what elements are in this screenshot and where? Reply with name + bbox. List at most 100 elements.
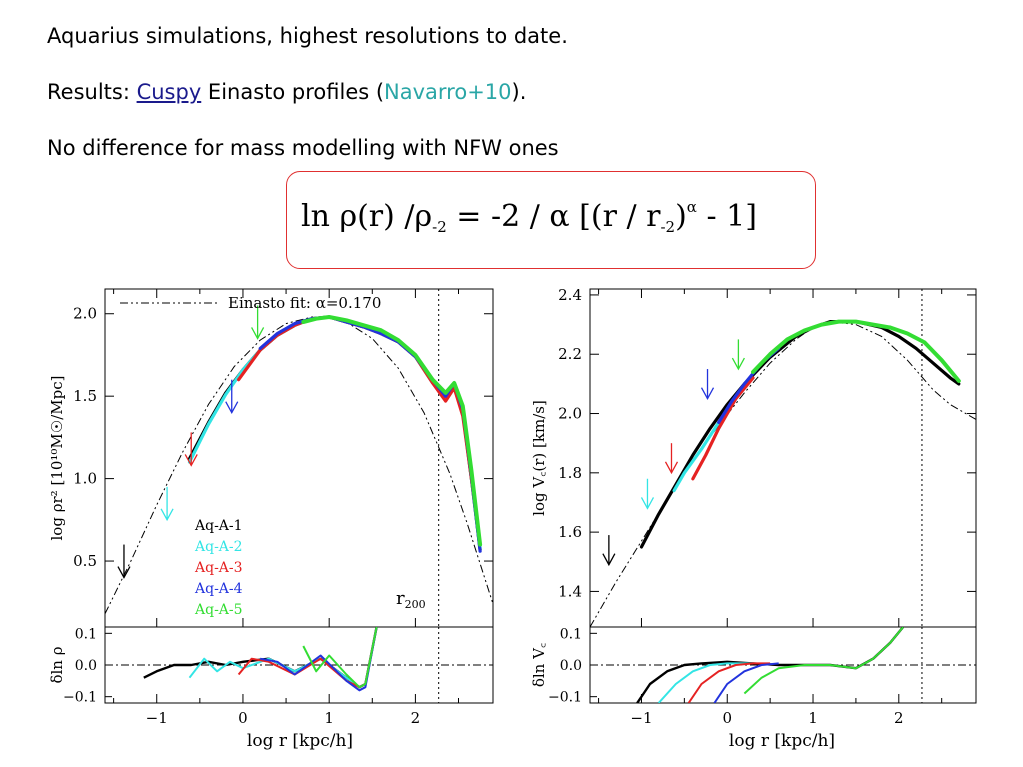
velocity-chart: 1.4 1.6 1.8 2.0 2.2 2.4 −0.1 0.0 0.1 −1 0 1 2 log r… bbox=[530, 286, 977, 751]
results-label: Results: bbox=[47, 80, 137, 104]
density-series-aq-a-3 bbox=[237, 315, 482, 547]
velocity-ytick-label: 1.6 bbox=[558, 523, 582, 541]
density-series-aq-a-2 bbox=[187, 315, 482, 550]
density-einasto-fit-line bbox=[105, 316, 493, 615]
density-residual-ytick-label: 0.0 bbox=[75, 658, 97, 674]
formula-lhs: ln ρ(r) /ρ bbox=[301, 199, 433, 234]
formula-r-sub: -2 bbox=[660, 218, 676, 236]
velocity-series-aq-a-1 bbox=[639, 320, 961, 549]
density-main-plot bbox=[105, 289, 493, 627]
density-series-legend: Aq-A-1 Aq-A-2 Aq-A-3 Aq-A-4 Aq-A-5 bbox=[194, 518, 243, 618]
density-ytick-label: 2.0 bbox=[73, 305, 97, 323]
velocity-xtick-label: 1 bbox=[808, 709, 818, 727]
density-arrow-5 bbox=[251, 305, 265, 340]
density-plot-frame bbox=[104, 288, 494, 628]
velocity-y-ticks: 1.4 1.6 1.8 2.0 2.2 2.4 −0.1 0.0 0.1 bbox=[548, 286, 976, 706]
density-residual-ytick-label: 0.1 bbox=[75, 626, 97, 642]
legend-entry-aq-a-1: Aq-A-1 bbox=[194, 518, 243, 534]
results-line: Results: Cuspy Einasto profiles (Navarro… bbox=[47, 80, 526, 104]
density-arrow-2 bbox=[160, 486, 174, 522]
density-residual-y-label: δln ρ bbox=[48, 646, 66, 683]
velocity-y-label: log V꜀(r) [km/s] bbox=[530, 400, 548, 516]
velocity-residual-y-label: δln V꜀ bbox=[530, 643, 548, 687]
formula-eq: = -2 / α [(r / r bbox=[446, 199, 661, 234]
density-series-aq-a-4 bbox=[258, 315, 482, 553]
r200-label-base: r bbox=[396, 588, 405, 609]
density-residual-series-5 bbox=[302, 627, 378, 689]
density-residual-series-2 bbox=[188, 627, 378, 689]
velocity-residual-ytick-label: 0.0 bbox=[560, 658, 582, 674]
einasto-formula: ln ρ(r) /ρ-2 = -2 / α [(r / r-2)α - 1] bbox=[301, 198, 757, 236]
velocity-x-ticks: −1 0 1 2 bbox=[598, 289, 943, 727]
velocity-xtick-label: 0 bbox=[722, 709, 732, 727]
velocity-arrow-5 bbox=[731, 339, 745, 371]
legend-entry-aq-a-3: Aq-A-3 bbox=[194, 560, 243, 576]
velocity-ytick-label: 2.4 bbox=[558, 286, 582, 304]
legend-entry-aq-a-2: Aq-A-2 bbox=[194, 539, 243, 555]
velocity-ytick-label: 2.0 bbox=[558, 405, 582, 423]
velocity-residual-ytick-label: 0.1 bbox=[560, 626, 582, 642]
formula-box: ln ρ(r) /ρ-2 = -2 / α [(r / r-2)α - 1] bbox=[286, 171, 816, 269]
density-arrow-1 bbox=[117, 544, 131, 579]
formula-lhs-sub: -2 bbox=[432, 218, 447, 236]
density-chart: 0.5 1.0 1.5 2.0 −0.1 0.0 0.1 −1 0 1 2 log r [kpc/… bbox=[48, 288, 494, 751]
r200-label: r200 bbox=[396, 588, 426, 611]
velocity-main-plot bbox=[590, 289, 976, 627]
density-arrow-3 bbox=[184, 432, 198, 467]
velocity-x-label: log r [kpc/h] bbox=[729, 731, 835, 751]
velocity-ytick-label: 1.4 bbox=[558, 582, 582, 600]
velocity-arrow-4 bbox=[700, 369, 715, 401]
results-suffix: ). bbox=[511, 80, 527, 104]
intro-line: Aquarius simulations, highest resolution… bbox=[47, 24, 568, 48]
legend-entry-aq-a-4: Aq-A-4 bbox=[194, 581, 243, 597]
velocity-residual-ytick-label: −0.1 bbox=[548, 690, 582, 706]
velocity-residual-plot bbox=[590, 627, 976, 703]
legend-fit-label: Einasto fit: α=0.170 bbox=[228, 294, 381, 312]
density-y-label: log ρr² [10¹⁰M☉/Mpc] bbox=[48, 375, 66, 540]
density-xtick-label: −1 bbox=[146, 709, 168, 727]
velocity-arrow-3 bbox=[664, 443, 679, 475]
velocity-series-aq-a-3 bbox=[691, 376, 755, 481]
density-residual-ytick-label: −0.1 bbox=[63, 690, 97, 706]
velocity-arrow-2 bbox=[640, 478, 655, 510]
velocity-xtick-label: −1 bbox=[630, 709, 652, 727]
nfw-line: No difference for mass modelling with NF… bbox=[47, 136, 559, 160]
density-y-ticks: 0.5 1.0 1.5 2.0 −0.1 0.0 0.1 bbox=[63, 305, 493, 706]
velocity-residual-series-4 bbox=[713, 662, 779, 703]
velocity-einasto-fit-line bbox=[590, 321, 976, 627]
velocity-residual-series-3 bbox=[687, 662, 771, 703]
density-x-ticks: −1 0 1 2 bbox=[113, 289, 460, 727]
density-xtick-label: 1 bbox=[324, 709, 334, 727]
intro-text: Aquarius simulations, highest resolution… bbox=[47, 24, 568, 48]
velocity-ytick-label: 2.2 bbox=[558, 345, 582, 363]
density-residual-series-4 bbox=[260, 627, 378, 692]
velocity-residual-series-5 bbox=[743, 627, 904, 695]
formula-close: ) bbox=[675, 199, 687, 234]
density-legend: Einasto fit: α=0.170 bbox=[120, 294, 381, 312]
density-residual-plot bbox=[105, 627, 493, 703]
density-residual-series-3 bbox=[237, 627, 378, 689]
results-middle-text: Einasto profiles ( bbox=[201, 80, 385, 104]
density-ytick-label: 0.5 bbox=[73, 552, 97, 570]
formula-exp: α bbox=[686, 198, 697, 216]
density-ytick-label: 1.5 bbox=[73, 387, 97, 405]
velocity-residual-series-2 bbox=[657, 662, 753, 703]
density-residual-series-1 bbox=[143, 627, 378, 689]
density-series-aq-a-1 bbox=[187, 315, 482, 552]
formula-tail: - 1] bbox=[696, 199, 757, 234]
density-series-aq-a-5 bbox=[301, 315, 483, 547]
density-ytick-label: 1.0 bbox=[73, 470, 97, 488]
cuspy-link[interactable]: Cuspy bbox=[136, 80, 202, 104]
velocity-ytick-label: 1.8 bbox=[558, 464, 582, 482]
density-x-label: log r [kpc/h] bbox=[247, 731, 353, 751]
velocity-arrow-1 bbox=[602, 535, 616, 567]
nfw-text: No difference for mass modelling with NF… bbox=[47, 136, 559, 160]
velocity-xtick-label: 2 bbox=[894, 709, 904, 727]
velocity-series-aq-a-5 bbox=[751, 319, 961, 383]
density-xtick-label: 0 bbox=[238, 709, 248, 727]
r200-label-sub: 200 bbox=[405, 598, 426, 611]
navarro-reference[interactable]: Navarro+10 bbox=[384, 80, 512, 104]
legend-entry-aq-a-5: Aq-A-5 bbox=[194, 602, 243, 618]
density-xtick-label: 2 bbox=[411, 709, 421, 727]
